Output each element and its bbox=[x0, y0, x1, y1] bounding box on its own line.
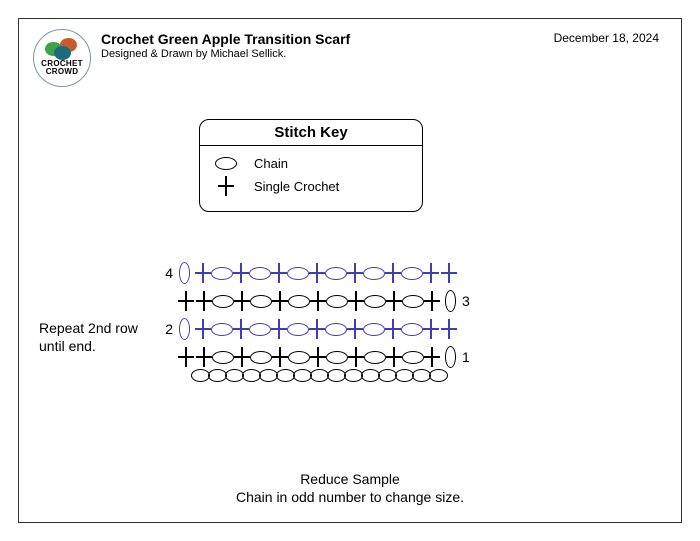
single-crochet-icon bbox=[231, 262, 251, 284]
row-number: 4 bbox=[157, 265, 173, 281]
single-crochet-icon bbox=[270, 346, 290, 368]
page-date: December 18, 2024 bbox=[554, 31, 659, 45]
chain-icon bbox=[326, 295, 348, 308]
single-crochet-icon bbox=[346, 290, 366, 312]
turning-chain-icon bbox=[445, 290, 456, 312]
single-crochet-icon bbox=[193, 262, 213, 284]
chain-icon bbox=[211, 323, 233, 336]
stitch-key-label: Single Crochet bbox=[254, 179, 339, 194]
single-crochet-icon bbox=[345, 318, 365, 340]
bottom-caption-2: Chain in odd number to change size. bbox=[19, 488, 681, 506]
single-crochet-icon bbox=[422, 346, 442, 368]
single-crochet-icon bbox=[176, 290, 196, 312]
logo-text: CROCHET CROWD bbox=[41, 60, 83, 76]
chain-icon bbox=[363, 323, 385, 336]
chain-icon bbox=[326, 351, 348, 364]
single-crochet-icon bbox=[231, 318, 251, 340]
stitch-key-label: Chain bbox=[254, 156, 288, 171]
single-crochet-icon bbox=[269, 318, 289, 340]
chain-icon bbox=[249, 323, 271, 336]
page-title: Crochet Green Apple Transition Scarf bbox=[101, 31, 350, 47]
chain-icon bbox=[212, 351, 234, 364]
chain-icon bbox=[287, 323, 309, 336]
single-crochet-icon bbox=[232, 346, 252, 368]
logo-yarn-icon bbox=[45, 38, 79, 58]
chain-icon bbox=[325, 267, 347, 280]
chain-icon bbox=[250, 295, 272, 308]
single-crochet-icon bbox=[383, 262, 403, 284]
chain-icon bbox=[429, 369, 448, 382]
single-crochet-icon bbox=[384, 346, 404, 368]
stitch-key-row: Chain bbox=[212, 156, 410, 171]
chain-icon bbox=[402, 351, 424, 364]
single-crochet-icon bbox=[345, 262, 365, 284]
single-crochet-icon bbox=[439, 318, 459, 340]
single-crochet-icon bbox=[308, 346, 328, 368]
single-crochet-icon bbox=[176, 346, 196, 368]
single-crochet-icon bbox=[384, 290, 404, 312]
turning-chain-icon bbox=[445, 346, 456, 368]
stitch-key-box: Stitch Key Chain Single Crochet bbox=[199, 119, 423, 212]
stitch-key-body: Chain Single Crochet bbox=[200, 146, 422, 211]
chart-row: 2 bbox=[157, 315, 480, 343]
stitch-chart: 4 3 2 1 bbox=[157, 259, 480, 383]
chain-icon bbox=[288, 351, 310, 364]
repeat-label: Repeat 2nd row until end. bbox=[39, 319, 149, 355]
row-number: 1 bbox=[462, 349, 478, 365]
single-crochet-icon bbox=[194, 290, 214, 312]
page-frame: CROCHET CROWD Crochet Green Apple Transi… bbox=[18, 18, 682, 523]
brand-logo: CROCHET CROWD bbox=[33, 29, 91, 87]
single-crochet-icon bbox=[307, 262, 327, 284]
single-crochet-icon bbox=[270, 290, 290, 312]
stitch-key-row: Single Crochet bbox=[212, 175, 410, 197]
chain-icon bbox=[364, 351, 386, 364]
chain-icon bbox=[288, 295, 310, 308]
chain-icon bbox=[287, 267, 309, 280]
logo-text-bot: CROWD bbox=[41, 68, 83, 76]
chart-row: 1 bbox=[157, 343, 480, 371]
single-crochet-icon bbox=[307, 318, 327, 340]
single-crochet-icon bbox=[422, 290, 442, 312]
single-crochet-icon bbox=[269, 262, 289, 284]
single-crochet-icon bbox=[421, 262, 441, 284]
chain-icon bbox=[363, 267, 385, 280]
single-crochet-icon bbox=[193, 318, 213, 340]
single-crochet-icon bbox=[421, 318, 441, 340]
foundation-chain-row bbox=[157, 367, 480, 383]
chain-icon bbox=[401, 267, 423, 280]
single-crochet-icon bbox=[439, 262, 459, 284]
bottom-caption-1: Reduce Sample bbox=[19, 470, 681, 488]
single-crochet-icon bbox=[346, 346, 366, 368]
single-crochet-icon bbox=[383, 318, 403, 340]
chain-icon bbox=[211, 267, 233, 280]
stitch-key-title: Stitch Key bbox=[200, 120, 422, 146]
chain-icon bbox=[402, 295, 424, 308]
chain-icon bbox=[212, 157, 240, 170]
single-crochet-icon bbox=[308, 290, 328, 312]
chart-row: 3 bbox=[157, 287, 480, 315]
chain-icon bbox=[364, 295, 386, 308]
chart-row: 4 bbox=[157, 259, 480, 287]
bottom-caption: Reduce Sample Chain in odd number to cha… bbox=[19, 470, 681, 506]
row-number: 3 bbox=[462, 293, 478, 309]
header: Crochet Green Apple Transition Scarf Des… bbox=[101, 31, 350, 60]
chain-icon bbox=[325, 323, 347, 336]
single-crochet-icon bbox=[194, 346, 214, 368]
chain-icon bbox=[212, 295, 234, 308]
chain-icon bbox=[250, 351, 272, 364]
row-number: 2 bbox=[157, 321, 173, 337]
page-subtitle: Designed & Drawn by Michael Sellick. bbox=[101, 48, 350, 60]
turning-chain-icon bbox=[179, 318, 190, 340]
chain-icon bbox=[401, 323, 423, 336]
single-crochet-icon bbox=[232, 290, 252, 312]
turning-chain-icon bbox=[179, 262, 190, 284]
single-crochet-icon bbox=[212, 175, 240, 197]
chain-icon bbox=[249, 267, 271, 280]
